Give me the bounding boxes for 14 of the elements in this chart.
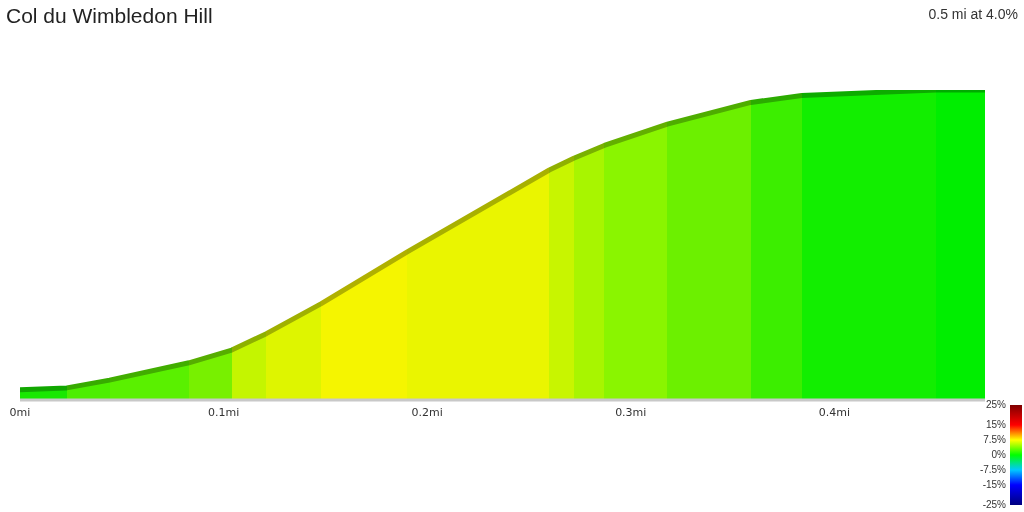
chart-title: Col du Wimbledon Hill	[6, 4, 213, 28]
color-bar-label: 7.5%	[983, 433, 1007, 445]
x-tick-label: 0mi	[9, 405, 31, 419]
text: 0.5 mi at 4.0%	[928, 6, 1018, 22]
color-bar-label: 0%	[991, 448, 1007, 460]
x-tick-label: 0.4mi	[818, 405, 850, 419]
x-tick-label: 0.3mi	[615, 405, 647, 419]
color-bar-label: 25%	[985, 398, 1007, 410]
x-tick-label: 0.2mi	[411, 405, 443, 419]
color-bar-label: 15%	[985, 418, 1007, 430]
color-bar-label: -7.5%	[979, 463, 1007, 475]
color-bar-label: -15%	[982, 478, 1007, 490]
x-tick-label: 0.1mi	[207, 405, 240, 419]
color-bar-label: -25%	[982, 498, 1007, 510]
